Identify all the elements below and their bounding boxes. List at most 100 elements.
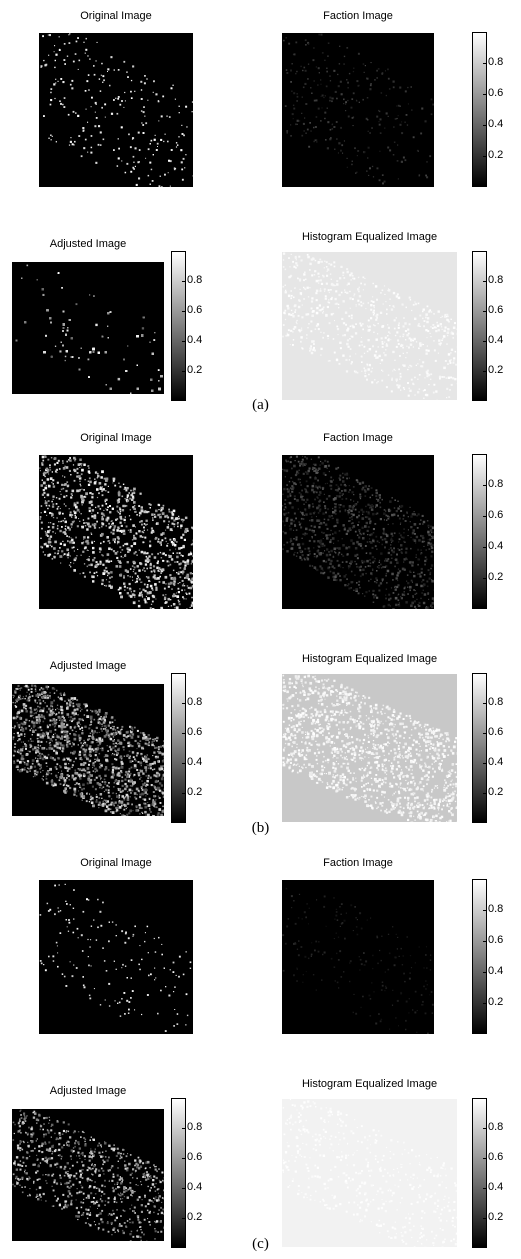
image-speckle [120,765,124,769]
image-speckle [351,361,353,364]
image-speckle [352,486,355,488]
image-speckle [406,558,408,561]
image-speckle [117,511,120,514]
image-speckle [336,328,340,331]
image-speckle [94,125,97,128]
image-speckle [414,605,416,608]
image-speckle [52,523,55,526]
image-speckle [319,309,322,312]
image-speckle [343,334,346,337]
image-speckle [433,531,434,534]
image-speckle [104,783,106,785]
image-speckle [102,540,105,543]
image-speckle [372,512,375,516]
image-speckle [342,493,344,495]
image-speckle [151,600,154,603]
image-speckle [110,548,113,551]
image-speckle [148,503,151,506]
image-speckle [383,509,386,511]
image-speckle [374,325,376,327]
image-speckle [56,508,59,510]
image-speckle [128,515,131,517]
image-speckle [173,519,176,522]
image-speckle [330,529,332,532]
image-speckle [167,172,169,174]
image-speckle [181,124,183,126]
image-speckle [407,382,409,384]
image-speckle [99,763,102,765]
image-speckle [420,571,423,574]
image-speckle [338,307,340,309]
image-speckle [356,534,359,536]
image-speckle [387,289,391,292]
image-speckle [123,755,126,757]
image-speckle [366,77,368,79]
image-speckle [76,489,79,493]
image-speckle [159,175,161,177]
image-speckle [130,97,133,99]
image-speckle [410,547,412,550]
image-speckle [126,570,129,573]
image-speckle [378,542,380,544]
image-speckle [25,708,27,710]
image-speckle [304,82,307,85]
image-speckle [288,501,292,505]
image-speckle [122,518,125,520]
image-speckle [375,577,378,580]
image-speckle [130,792,132,794]
image-speckle [158,120,160,122]
image-speckle [421,552,423,554]
image-speckle [167,516,170,519]
image-speckle [124,498,126,500]
image-speckle [400,160,403,163]
image-speckle [284,531,287,535]
image-speckle [289,275,292,278]
image-speckle [295,41,298,44]
image-speckle [393,327,396,330]
colorbar-tick-mark [483,578,486,579]
image-speckle [348,72,351,75]
image-speckle [428,548,431,550]
image-speckle [131,494,133,496]
image-speckle [306,286,309,289]
image-speckle [290,456,292,458]
image-speckle [78,740,80,742]
image-speckle [88,759,91,761]
image-speckle [385,112,388,115]
image-speckle [425,349,428,352]
image-speckle [334,303,336,305]
image-speckle [414,376,416,379]
image-speckle [186,530,189,532]
image-speckle [167,564,170,567]
image-speckle [119,546,122,549]
image-speckle [373,312,375,314]
image-speckle [342,152,344,154]
image-speckle [139,562,142,565]
image-speckle [178,136,180,138]
image-speckle [155,799,157,801]
image-speckle [76,723,79,725]
image-speckle [442,335,446,338]
image-speckle [438,375,442,378]
image-speckle [284,268,287,271]
image-speckle [51,558,54,560]
image-speckle [315,289,319,292]
image-speckle [409,585,412,589]
image-speckle [330,283,334,286]
image-speckle [76,508,80,512]
image-speckle [293,92,296,95]
image-speckle [119,741,122,745]
image-speckle [75,772,79,775]
image-speckle [396,574,399,577]
image-speckle [317,84,319,86]
image-speckle [73,562,75,564]
image-speckle [282,493,284,495]
image-speckle [55,714,57,716]
image-speckle [315,555,318,558]
image-speckle [139,731,142,734]
image-speckle [143,760,145,762]
image-speckle [291,542,295,546]
image-speckle [320,95,322,97]
image-speckle [430,542,432,544]
image-speckle [60,748,61,750]
